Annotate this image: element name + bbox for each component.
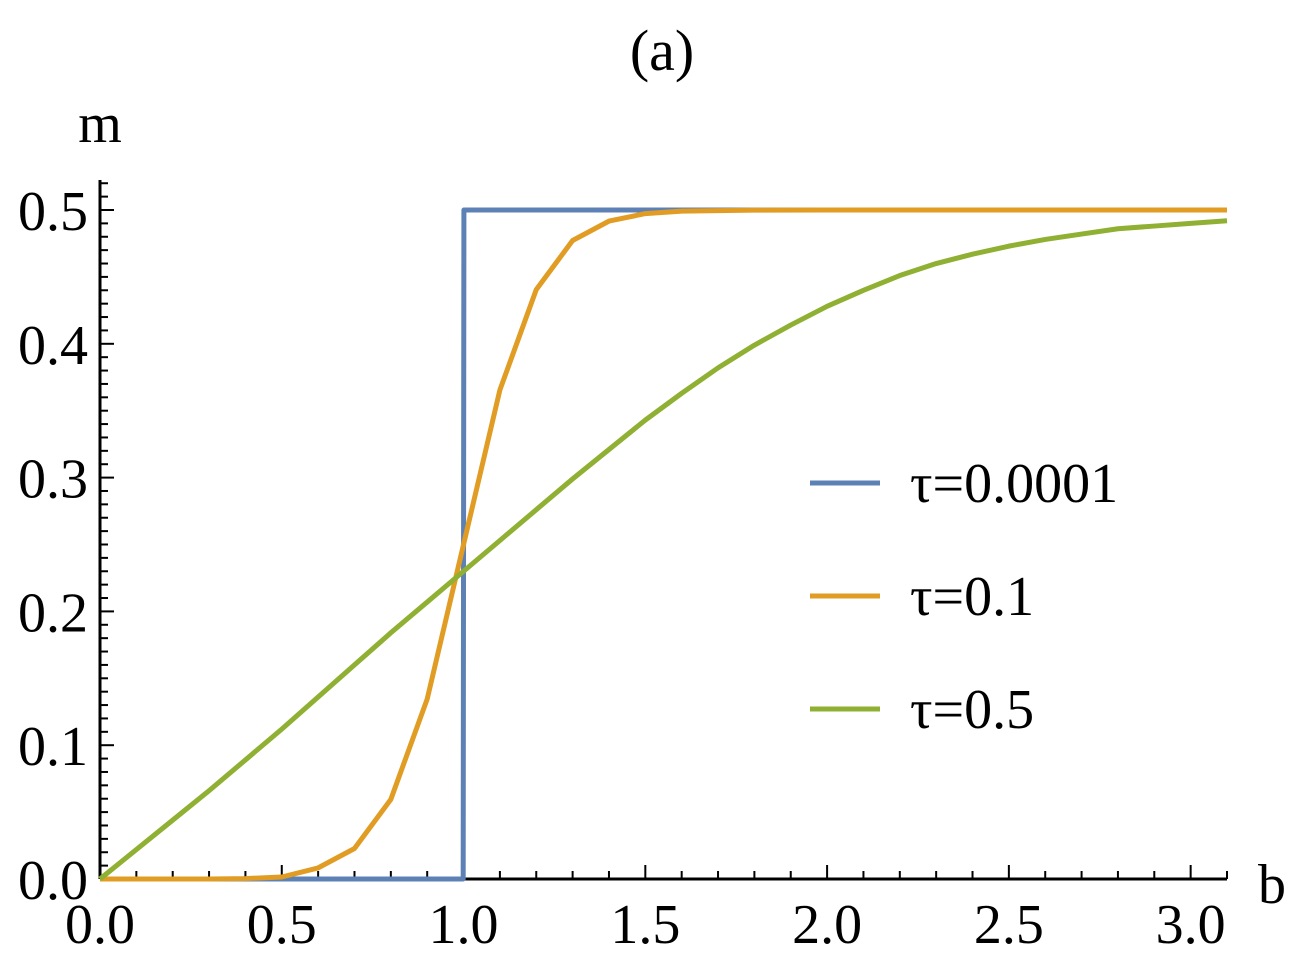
x-tick-label: 1.5 [610, 894, 680, 953]
chart-title: (a) [630, 18, 694, 83]
axes [98, 180, 1227, 881]
series-line-1 [100, 207, 1227, 882]
legend-label-1: τ=0.0001 [910, 453, 1118, 515]
x-tick-label: 3.0 [1156, 894, 1226, 953]
y-tick-label: 0.5 [18, 181, 88, 243]
y-tick-label: 0.4 [18, 315, 88, 377]
legend: τ=0.0001 τ=0.1 τ=0.5 [810, 453, 1118, 741]
series-line-2 [100, 207, 1227, 882]
x-axis-label: b [1258, 854, 1286, 916]
x-tick-label: 1.0 [429, 894, 499, 953]
y-tick-label: 0.0 [18, 850, 88, 912]
legend-label-2: τ=0.1 [910, 566, 1034, 628]
x-tick-label: 0.5 [247, 894, 317, 953]
y-tick-label: 0.1 [18, 716, 88, 778]
legend-label-3: τ=0.5 [910, 679, 1034, 741]
x-ticks: 0.0 0.5 1.0 1.5 2.0 2.5 3.0 [65, 865, 1228, 953]
x-tick-label: 0.0 [65, 894, 135, 953]
plot-series [98, 207, 1228, 882]
x-tick-label: 2.0 [792, 894, 862, 953]
y-ticks: 0.0 0.1 0.2 0.3 0.4 0.5 [18, 181, 114, 912]
y-tick-label: 0.3 [18, 449, 88, 511]
series-line-3 [98, 218, 1228, 881]
x-tick-label: 2.5 [974, 894, 1044, 953]
y-tick-label: 0.2 [18, 582, 88, 644]
y-axis-label: m [78, 93, 122, 155]
